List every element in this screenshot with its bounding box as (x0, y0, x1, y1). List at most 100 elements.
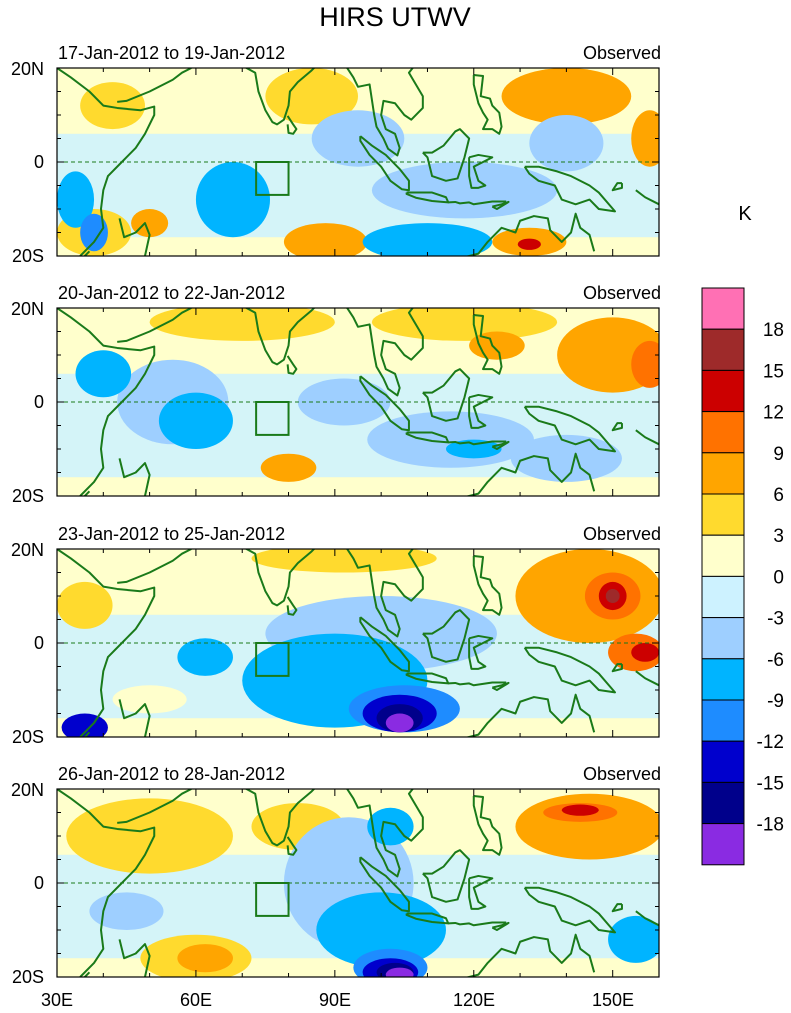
panel-3: 23-Jan-2012 to 25-Jan-2012 Observed 20N … (11, 524, 661, 747)
panel-1-coastlines (57, 68, 659, 256)
field-region (371, 308, 558, 341)
xtick-90e: 90E (319, 990, 351, 1010)
field-region (158, 392, 233, 449)
panel-1-ytick-0: 0 (34, 152, 44, 172)
panel-4-period: 26-Jan-2012 to 28-Jan-2012 (58, 764, 285, 784)
colorbar-label: 0 (773, 567, 784, 588)
colorbar-swatch (701, 493, 745, 536)
coastline (117, 68, 192, 103)
coastline (118, 218, 151, 256)
coastline (635, 670, 659, 687)
colorbar-label: -12 (757, 732, 784, 753)
field-region (510, 434, 622, 482)
coastline (491, 200, 510, 210)
coastline (422, 849, 471, 903)
field-region (177, 638, 233, 676)
field-region (66, 798, 233, 874)
coastline (468, 393, 494, 429)
coastline (472, 555, 503, 616)
colorbar-swatch (701, 575, 745, 619)
panel-3-field (57, 549, 659, 737)
panel-1: 17-Jan-2012 to 19-Jan-2012 Observed 20N … (11, 43, 661, 266)
coastline (345, 308, 424, 397)
panel-4-ytick-20n: 20N (11, 780, 44, 800)
coastline (359, 856, 410, 913)
field-region (149, 308, 335, 341)
colorbar-swatch (701, 369, 745, 413)
panel-1-period: 17-Jan-2012 to 19-Jan-2012 (58, 43, 285, 63)
coastline (286, 115, 298, 135)
colorbar-label: 12 (763, 403, 784, 424)
coastline (117, 308, 192, 343)
coastline (448, 440, 507, 446)
reference-box (255, 161, 290, 196)
coastline (468, 874, 494, 910)
coastline (523, 646, 617, 694)
coastline (465, 452, 596, 496)
coastline (422, 128, 471, 182)
colorbar-label: -15 (757, 773, 784, 794)
coastline (57, 549, 156, 737)
field-region (605, 588, 620, 604)
coastline (472, 314, 503, 375)
coastline (117, 549, 192, 584)
panel-1-field (57, 68, 659, 256)
panel-3-ytick-20n: 20N (11, 540, 44, 560)
panel-2-coastlines (57, 308, 659, 496)
panel-1-ytick-20n: 20N (11, 59, 44, 79)
field-region (131, 209, 169, 238)
coastline (345, 789, 424, 878)
coastline (286, 596, 298, 616)
colorbar-swatch (701, 658, 745, 701)
panel-3-ticks (56, 548, 660, 738)
colorbar-swatch (701, 328, 745, 371)
field-region (260, 453, 317, 482)
panel-4-field (57, 789, 659, 977)
coastline (472, 74, 503, 135)
colorbar-label: -18 (757, 815, 784, 836)
xtick-60e: 60E (180, 990, 212, 1010)
colorbar-label: 3 (773, 526, 784, 547)
coastline (465, 933, 596, 977)
coastline (491, 681, 510, 691)
coastline (359, 616, 410, 673)
panel-4-ticks (56, 788, 660, 978)
panel-2-ytick-20n: 20N (11, 299, 44, 319)
field-region (608, 915, 659, 963)
coastline (117, 789, 192, 824)
panel-2-label: Observed (583, 283, 661, 303)
panel-2-ytick-20s: 20S (12, 486, 44, 506)
x-axis: 30E 60E 90E 120E 150E (41, 990, 634, 1010)
coastline (465, 212, 596, 256)
coastline (118, 939, 151, 977)
colorbar-swatch (701, 452, 745, 495)
field-region (631, 110, 659, 167)
coastline (468, 153, 494, 189)
panel-1-ticks (56, 67, 660, 257)
panel-1-ytick-20s: 20S (12, 246, 44, 266)
coastline (345, 549, 424, 638)
field-region (89, 892, 164, 930)
reference-box (255, 401, 290, 436)
panel-2: 20-Jan-2012 to 22-Jan-2012 Observed 20N … (11, 283, 661, 506)
panel-3-ytick-0: 0 (34, 633, 44, 653)
panel-4-coastlines (57, 789, 659, 977)
field-region (529, 115, 604, 172)
colorbar-swatch (701, 740, 745, 783)
colorbar-units: K (738, 203, 752, 225)
coastline (491, 921, 510, 931)
colorbar-label: 6 (773, 485, 784, 506)
coastline (57, 789, 156, 977)
coastline (491, 440, 510, 450)
coastline (286, 836, 298, 856)
coastline (286, 355, 298, 375)
panel-4: 26-Jan-2012 to 28-Jan-2012 Observed 20N … (11, 764, 661, 987)
panel-4-ytick-20s: 20S (12, 967, 44, 987)
xtick-150e: 150E (592, 990, 634, 1010)
field-region (362, 223, 493, 256)
field-region (57, 171, 95, 228)
coastline (359, 375, 410, 432)
coastline (611, 903, 623, 913)
colorbar-swatch (701, 534, 745, 577)
